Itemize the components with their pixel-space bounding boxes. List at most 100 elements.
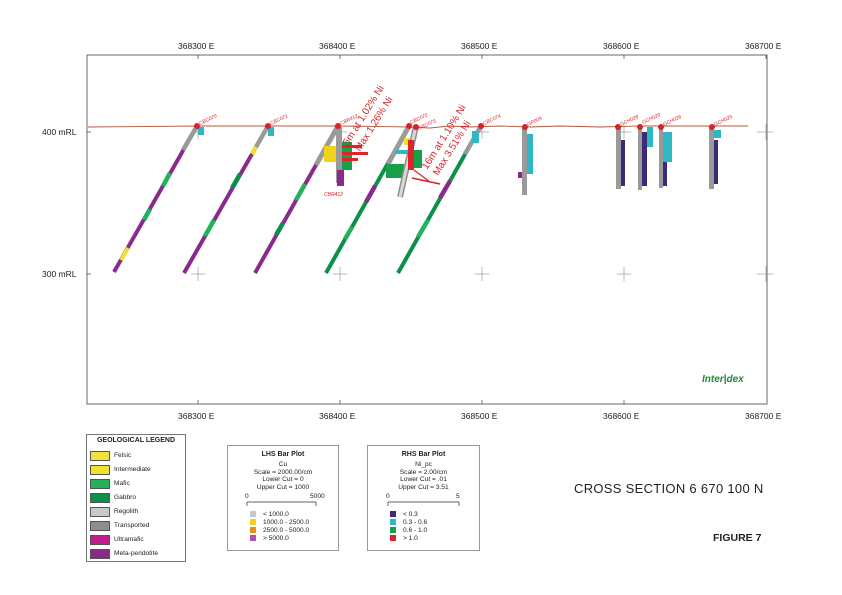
rhs-class-3-label: 0.6 - 1.0 [403,526,428,534]
intercept-2-mark [411,177,441,185]
x-tick-bottom-368700: 368700 E [745,411,782,421]
rhs-bar-plot-title: RHS Bar Plot [401,451,446,458]
x-tick-bottom-368300: 368300 E [178,411,215,421]
label-gp009: GP009 [526,116,543,128]
legend-label-meta-peridotite: Meta-peridotite [114,550,158,557]
lhs-class-2-label: 1000.0 - 2500.0 [263,518,310,526]
label-gch029: GCH029 [641,112,661,126]
rhs-class-3: 0.6 - 1.0 [390,526,427,534]
lhs-bar-plot-title: LHS Bar Plot [261,451,305,458]
lhs-element: Cu [278,461,288,468]
drillhole-gch025 [709,127,721,189]
lhs-class-2-swatch [250,519,256,525]
drillhole-cbc071 [182,124,274,274]
x-tick-bottom-368500: 368500 E [461,411,498,421]
legend-swatch-mafic [90,478,110,489]
topographic-surface [87,125,748,129]
collar-gch028 [615,124,621,130]
rhs-lower-cut: Lower Cut = .01 [400,476,447,484]
rhs-axis-max: 5 [456,493,460,500]
rhs-element: Ni_pc [415,461,432,468]
collar-cbc072 [406,123,412,129]
legend-swatch-ultramafic [90,534,110,545]
rhs-scale: Scale = 2.00/cm [399,468,448,476]
rhs-class-2-label: 0.3 - 0.6 [403,518,428,526]
legend-item-meta-peridotite: Meta-peridotite [90,548,158,559]
lhs-class-4-swatch [250,535,256,541]
rhs-class-4: > 1.0 [390,534,418,542]
collar-cbr412 [335,123,341,129]
x-tick-top-368600: 368600 E [603,41,640,51]
x-tick-bottom-368400: 368400 E [319,411,356,421]
legend-label-transported: Transported [114,522,150,529]
collar-cbc074 [478,123,484,129]
lhs-lower-cut: Lower Cut = 0 [262,476,304,484]
lhs-scale: Scale = 2000.00/cm [253,468,313,476]
legend-item-felsic: Felsic [90,450,131,461]
legend-item-mafic: Mafic [90,478,130,489]
label-cbr412-below: CBR412 [324,192,343,198]
collar-cbc073 [413,124,419,130]
rhs-class-1-swatch [390,511,396,517]
legend-label-intermediate: Intermediate [114,466,151,473]
rhs-class-1: < 0.3 [390,510,418,518]
collar-gch029 [637,124,643,130]
grid-crosses [191,124,773,282]
legend-swatch-regolith [90,506,110,517]
lhs-bar-plot-legend: LHS Bar Plot Cu Scale = 2000.00/cm Lower… [227,445,339,551]
angled-drillholes [112,124,483,274]
y-tick-300mrl: 300 mRL [42,269,77,279]
drillhole-gch028 [616,127,625,189]
drillhole-cbr412 [253,124,368,274]
legend-item-ultramafic: Ultramafic [90,534,144,545]
rhs-class-3-swatch [390,527,396,533]
legend-swatch-intermediate [90,464,110,475]
collar-markers [194,123,715,130]
lhs-axis-max: 5000 [310,493,325,500]
x-tick-bottom-368600: 368600 E [603,411,640,421]
collar-cbc071 [265,123,271,129]
lhs-class-3-label: 2500.0 - 5000.0 [263,526,310,534]
drillhole-gch026 [659,128,672,188]
legend-swatch-transported [90,520,110,531]
x-tick-top-368400: 368400 E [319,41,356,51]
collar-gp009 [522,124,528,130]
x-tick-top-368300: 368300 E [178,41,215,51]
logo-right-text: dex [726,374,744,385]
lhs-class-3-swatch [250,527,256,533]
legend-item-regolith: Regolith [90,506,138,517]
geological-legend-title: GEOLOGICAL LEGEND [96,437,176,444]
lhs-upper-cut: Upper Cut = 1000 [256,483,310,491]
lhs-class-1: < 1000.0 [250,510,289,518]
label-cbc074: CBC074 [482,113,502,127]
legend-label-gabbro: Gabbro [114,494,136,501]
collar-gch025 [709,124,715,130]
rhs-class-2-swatch [390,519,396,525]
x-tick-top-368700: 368700 E [745,41,782,51]
lhs-class-1-label: < 1000.0 [263,510,289,518]
figure-label: FIGURE 7 [713,532,762,544]
drillhole-gch029 [638,127,653,190]
legend-label-ultramafic: Ultramafic [114,536,144,543]
geological-legend: GEOLOGICAL LEGEND Felsic Intermediate Ma… [86,434,186,562]
interdex-logo: Inter|dex [702,374,744,385]
frame-ticks [87,55,767,404]
x-tick-top-368500: 368500 E [461,41,498,51]
y-tick-400mrl: 400 mRL [42,127,77,137]
rhs-upper-cut: Upper Cut = 3.51 [398,483,449,491]
lhs-class-4: > 5000.0 [250,534,289,542]
drillhole-cbc074 [396,124,483,274]
vertical-drillholes [518,127,721,195]
collar-cbc070 [194,123,200,129]
lhs-class-2: 1000.0 - 2500.0 [250,518,309,526]
rhs-class-4-label: > 1.0 [403,534,418,542]
drillhole-gp009 [518,127,533,195]
legend-label-regolith: Regolith [114,508,139,515]
section-frame [86,54,768,405]
legend-label-mafic: Mafic [114,480,130,487]
rhs-class-2: 0.3 - 0.6 [390,518,427,526]
rhs-class-4-swatch [390,535,396,541]
label-cbc071: CBC071 [269,113,289,127]
legend-item-gabbro: Gabbro [90,492,136,503]
